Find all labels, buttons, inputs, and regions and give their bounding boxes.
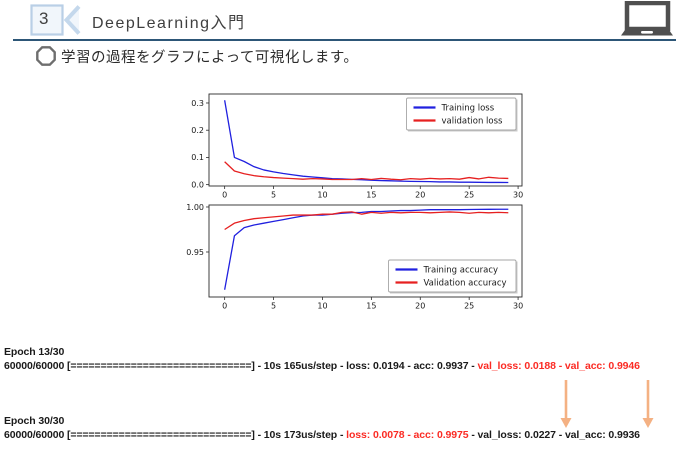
svg-text:Training loss: Training loss [441, 104, 495, 114]
svg-text:0.1: 0.1 [191, 153, 204, 162]
svg-text:30: 30 [513, 191, 523, 200]
svg-text:25: 25 [464, 191, 474, 200]
svg-text:15: 15 [366, 302, 376, 311]
val-loss-arrow-icon [559, 379, 573, 434]
epoch-13-label: Epoch 13/30 [4, 346, 65, 358]
epoch-30-progress: 60000/60000 [===========================… [4, 429, 640, 441]
training-charts-figure: 0 5 10 15 20 25 30 0.0 0.1 0.2 0.3 Training loss val… [170, 85, 538, 320]
svg-text:Validation accuracy: Validation accuracy [424, 279, 507, 289]
epoch-30-progress-bar: 60000/60000 [===========================… [4, 429, 347, 441]
svg-text:10: 10 [317, 191, 327, 200]
slide-number-badge: 3 [30, 4, 82, 42]
svg-text:20: 20 [415, 191, 425, 200]
svg-text:0.2: 0.2 [191, 126, 204, 135]
charts-svg: 0 5 10 15 20 25 30 0.0 0.1 0.2 0.3 Training loss val… [186, 93, 523, 311]
slide-number: 3 [39, 9, 49, 28]
epoch-13-metrics: 60000/60000 [===========================… [4, 360, 478, 372]
svg-text:5: 5 [271, 302, 276, 311]
svg-text:0.0: 0.0 [191, 180, 204, 189]
svg-text:5: 5 [271, 191, 276, 200]
svg-text:0.3: 0.3 [191, 99, 204, 108]
svg-text:30: 30 [513, 302, 523, 311]
epoch-30-label: Epoch 30/30 [4, 415, 65, 427]
bullet-text: 学習の過程をグラフによって可視化します。 [61, 50, 359, 66]
svg-text:15: 15 [366, 191, 376, 200]
svg-text:0: 0 [222, 191, 227, 200]
svg-text:20: 20 [415, 302, 425, 311]
page-title: DeepLearning入門 [92, 15, 246, 32]
svg-text:0: 0 [222, 302, 227, 311]
epoch-30-val-metrics: - val_loss: 0.0227 - val_acc: 0.9936 [468, 429, 640, 441]
chevron-badge-icon [30, 4, 81, 36]
laptop-icon [620, 0, 674, 42]
epoch-30-loss-acc-highlight: loss: 0.0078 - acc: 0.9975 [346, 429, 469, 441]
svg-text:1.00: 1.00 [186, 203, 204, 212]
val-acc-arrow-icon [641, 379, 655, 434]
svg-text:25: 25 [464, 302, 474, 311]
epoch-13-progress: 60000/60000 [===========================… [4, 360, 640, 372]
svg-text:Training accuracy: Training accuracy [423, 266, 499, 276]
svg-text:10: 10 [317, 302, 327, 311]
svg-text:validation loss: validation loss [442, 117, 504, 127]
header-divider [13, 39, 676, 41]
svg-text:0.95: 0.95 [186, 248, 204, 257]
epoch-13-val-metrics-highlight: val_loss: 0.0188 - val_acc: 0.9946 [477, 360, 640, 372]
octagon-bullet-icon [36, 46, 56, 71]
